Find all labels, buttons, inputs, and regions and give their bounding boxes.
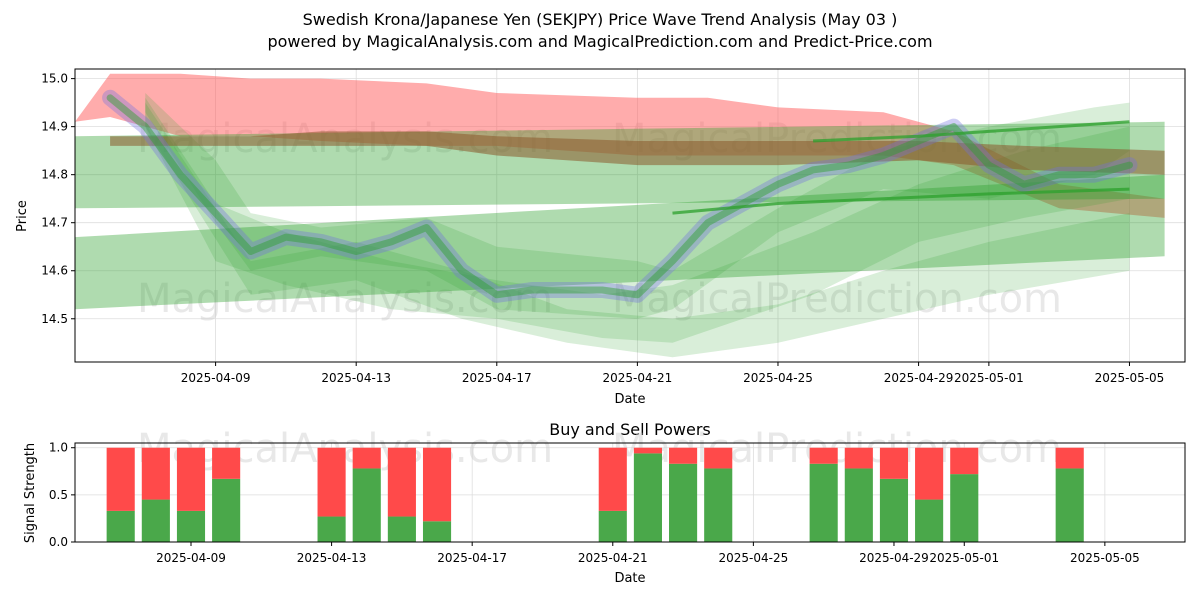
- green-band: [145, 102, 1130, 358]
- price-x-tick-label: 2025-04-13: [321, 371, 391, 385]
- brown-band: [110, 131, 1165, 175]
- buy-sell-x-tick-label: 2025-04-13: [297, 551, 367, 565]
- buy-bar: [598, 510, 627, 542]
- green-band: [145, 93, 1130, 319]
- watermark-magical-prediction-lower: MagicalPrediction.com: [612, 276, 1062, 322]
- price-y-tick-label: 14.6: [41, 264, 68, 278]
- buy-sell-plot: Buy and Sell Powers MagicalAnalysis.com …: [23, 420, 1186, 586]
- sell-bar: [809, 447, 838, 464]
- buy-bar: [106, 510, 135, 542]
- buy-sell-x-label: Date: [614, 571, 645, 586]
- trend-line: [672, 187, 1130, 215]
- sell-bar: [844, 447, 873, 469]
- price-y-tick-label: 14.7: [41, 216, 68, 230]
- sell-bar: [633, 447, 662, 454]
- price-x-tick-label: 2025-04-17: [462, 371, 532, 385]
- buy-bar: [809, 463, 838, 542]
- buy-bar: [176, 510, 206, 542]
- price-y-tick-label: 14.5: [41, 312, 68, 326]
- sell-bar: [1055, 447, 1084, 469]
- green-band: [145, 97, 1130, 343]
- buy-bar: [212, 478, 241, 542]
- watermark-magical-analysis-lower: MagicalAnalysis.com: [137, 276, 553, 322]
- buy-sell-y-tick-label: 0.5: [49, 488, 68, 502]
- price-x-tick-label: 2025-04-09: [181, 371, 251, 385]
- buy-sell-x-tick-label: 2025-04-17: [437, 551, 507, 565]
- chart-title-line2: powered by MagicalAnalysis.com and Magic…: [267, 32, 932, 51]
- sell-bar: [212, 447, 241, 479]
- buy-sell-x-tick-label: 2025-04-29: [859, 551, 929, 565]
- sell-bar: [879, 447, 909, 479]
- sell-bar: [669, 447, 698, 464]
- price-bands: [75, 73, 1165, 358]
- buy-sell-plot-frame: [74, 442, 1186, 543]
- buy-bar: [141, 499, 170, 542]
- buy-bar: [317, 516, 346, 542]
- price-lines: [102, 89, 1138, 303]
- chart-title-line1: Swedish Krona/Japanese Yen (SEKJPY) Pric…: [303, 10, 898, 29]
- price-y-label: Price: [15, 200, 30, 232]
- price-x-tick-label: 2025-04-25: [743, 371, 813, 385]
- sell-bar: [352, 447, 381, 469]
- buy-bar: [422, 521, 452, 542]
- buy-sell-x-tick-label: 2025-04-21: [578, 551, 648, 565]
- buy-bar: [633, 453, 662, 542]
- price-wave-plot: MagicalAnalysis.com MagicalPrediction.co…: [15, 68, 1186, 407]
- buy-sell-y-tick-label: 0.0: [49, 535, 68, 549]
- buy-sell-bars: [106, 447, 1084, 542]
- buy-bar: [1055, 468, 1084, 542]
- price-y-tick-label: 14.8: [41, 168, 68, 182]
- sell-bar: [950, 447, 979, 475]
- buy-sell-y-tick-label: 1.0: [49, 441, 68, 455]
- buy-bar: [915, 499, 944, 542]
- buy-sell-title: Buy and Sell Powers: [549, 420, 711, 439]
- price-y-tick-label: 14.9: [41, 120, 68, 134]
- price-plot-frame: [74, 68, 1186, 363]
- price-axes: 14.5 14.6 14.7 14.8 14.9 15.0 2025-04-09 2025-0…: [41, 72, 1164, 385]
- sell-bar: [422, 447, 452, 522]
- buy-sell-x-tick-label: 2025-05-05: [1070, 551, 1140, 565]
- buy-bar: [387, 516, 416, 542]
- price-x-tick-label: 2025-04-29: [884, 371, 954, 385]
- sell-bar: [176, 447, 206, 511]
- green-band: [75, 174, 1165, 310]
- price-y-tick-label: 15.0: [41, 72, 68, 86]
- sell-bar: [141, 447, 170, 500]
- buy-bar: [669, 463, 698, 542]
- buy-sell-x-tick-label: 2025-04-09: [156, 551, 226, 565]
- buy-bar: [704, 468, 733, 542]
- price-x-label: Date: [614, 392, 645, 407]
- buy-sell-axes: 0.0 0.5 1.0 2025-04-09 2025-04-13 2025-04-17 2…: [49, 441, 1140, 565]
- sell-bar: [387, 447, 416, 517]
- trend-line: [813, 120, 1130, 143]
- price-x-tick-label: 2025-04-21: [603, 371, 673, 385]
- buy-sell-y-label: Signal Strength: [23, 443, 38, 543]
- sell-bar: [106, 447, 135, 511]
- buy-bar: [950, 474, 979, 542]
- sell-bar: [704, 447, 733, 469]
- sell-bar: [915, 447, 944, 500]
- sell-bar: [317, 447, 346, 517]
- price-x-tick-label: 2025-05-05: [1095, 371, 1165, 385]
- price-x-tick-label: 2025-05-01: [954, 371, 1024, 385]
- buy-bar: [879, 478, 909, 542]
- buy-sell-x-tick-label: 2025-04-25: [718, 551, 788, 565]
- buy-sell-x-tick-label: 2025-05-01: [929, 551, 999, 565]
- sell-bar: [598, 447, 627, 511]
- buy-bar: [844, 468, 873, 542]
- buy-bar: [352, 468, 381, 542]
